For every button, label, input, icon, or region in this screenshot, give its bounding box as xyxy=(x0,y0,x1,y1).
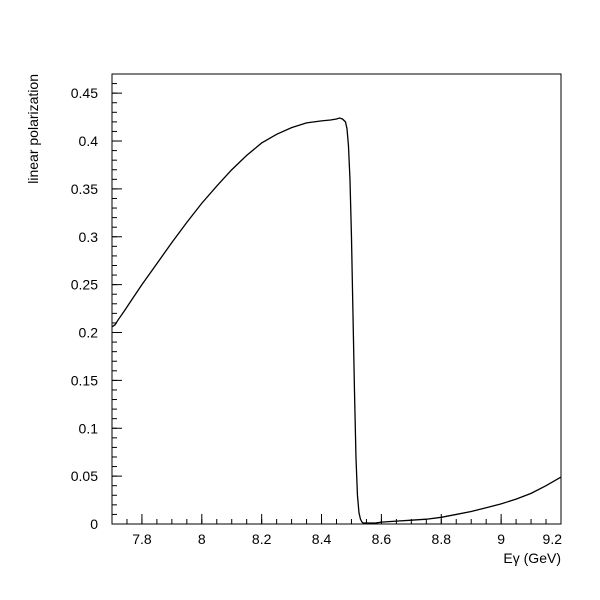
x-tick-label: 8 xyxy=(198,531,206,547)
y-tick-label: 0.1 xyxy=(79,420,99,436)
x-tick-label: 9.2 xyxy=(543,531,563,547)
plot-frame xyxy=(111,73,562,525)
x-tick-label: 8.4 xyxy=(312,531,332,547)
x-tick-labels: 7.8 8 8.2 8.4 8.6 8.8 9 9.2 xyxy=(132,531,562,547)
y-major-ticks xyxy=(112,92,122,525)
y-tick-label: 0.05 xyxy=(71,468,98,484)
series-line xyxy=(111,117,562,524)
x-tick-label: 8.6 xyxy=(372,531,392,547)
x-tick-label: 8.2 xyxy=(252,531,272,547)
x-tick-label: 7.8 xyxy=(132,531,152,547)
y-tick-label: 0.35 xyxy=(71,181,98,197)
y-tick-labels: 0 0.05 0.1 0.15 0.2 0.25 0.3 0.35 0.4 0.45 xyxy=(71,85,98,532)
y-tick-label: 0.45 xyxy=(71,85,98,101)
y-tick-label: 0.25 xyxy=(71,277,98,293)
y-tick-label: 0.3 xyxy=(79,229,99,245)
y-tick-label: 0.15 xyxy=(71,372,98,388)
x-axis-label: Eγ (GeV) xyxy=(503,550,561,566)
y-tick-label: 0.2 xyxy=(79,325,99,341)
x-tick-label: 8.8 xyxy=(432,531,452,547)
y-tick-label: 0.4 xyxy=(79,133,99,149)
y-axis-label: linear polarization xyxy=(25,74,41,184)
x-tick-label: 9 xyxy=(497,531,505,547)
x-minor-ticks xyxy=(111,519,562,524)
y-tick-label: 0 xyxy=(90,516,98,532)
